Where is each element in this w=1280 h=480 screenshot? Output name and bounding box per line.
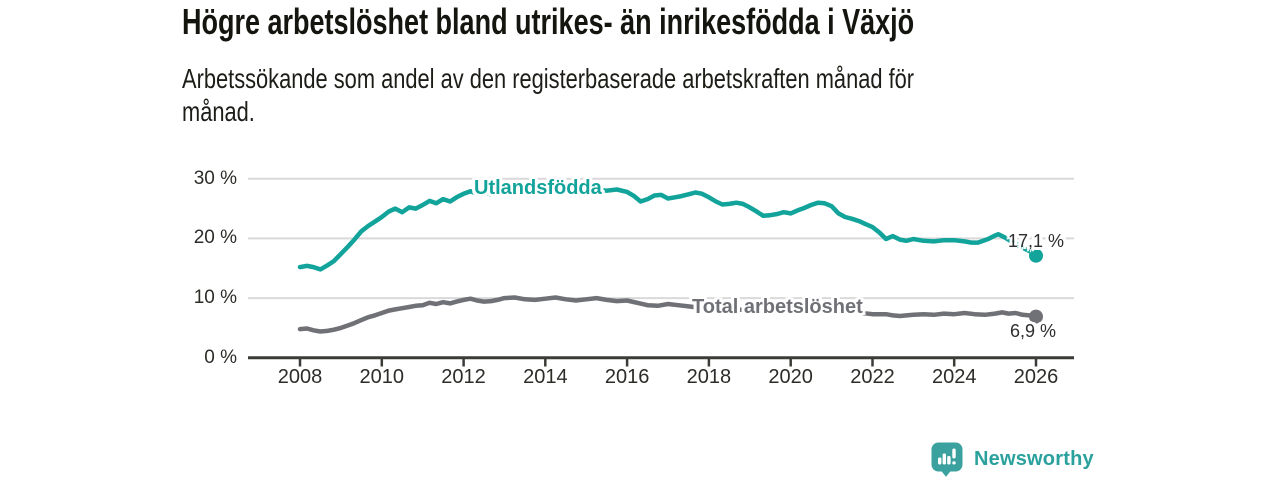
series-label-total-arbetsloshet: Total arbetslöshet xyxy=(692,296,863,318)
newsworthy-logo-icon xyxy=(931,442,963,477)
x-axis-tick-label: 2008 xyxy=(277,366,323,388)
y-axis-tick-label: 0 % xyxy=(204,346,237,368)
brand-wordmark: Newsworthy xyxy=(974,448,1094,470)
series-line-1 xyxy=(297,295,1039,334)
footer-branding: Newsworthy xyxy=(930,441,1094,478)
x-axis-tick-label: 2026 xyxy=(1013,366,1059,388)
y-axis-tick-label: 20 % xyxy=(193,227,237,249)
page-subtitle: Arbetssökande som andel av den registerb… xyxy=(182,63,915,127)
series-end-dot-0 xyxy=(1029,248,1043,263)
x-axis-tick-label: 2018 xyxy=(686,366,732,388)
end-value-label-total-arbetsloshet: 6,9 % xyxy=(1010,321,1057,341)
series-end-dot-1 xyxy=(1029,309,1043,324)
x-axis-tick-label: 2022 xyxy=(850,366,895,388)
page-title: Högre arbetslöshet bland utrikes- än inr… xyxy=(182,1,915,42)
x-axis-tick-label: 2014 xyxy=(523,366,568,388)
y-axis-tick-label: 10 % xyxy=(193,287,237,309)
series-label-utlandsfodda: Utlandsfödda xyxy=(474,177,602,199)
end-value-label-utlandsfodda: 17,1 % xyxy=(1008,231,1065,251)
series-line-0 xyxy=(297,186,1039,272)
y-axis-tick-label: 30 % xyxy=(193,167,237,189)
x-axis-tick-label: 2024 xyxy=(931,366,977,388)
x-axis-tick-label: 2020 xyxy=(768,366,813,388)
x-axis-tick-label: 2016 xyxy=(604,366,650,388)
x-axis-tick-label: 2010 xyxy=(359,366,405,388)
x-axis-tick-label: 2012 xyxy=(441,366,486,388)
